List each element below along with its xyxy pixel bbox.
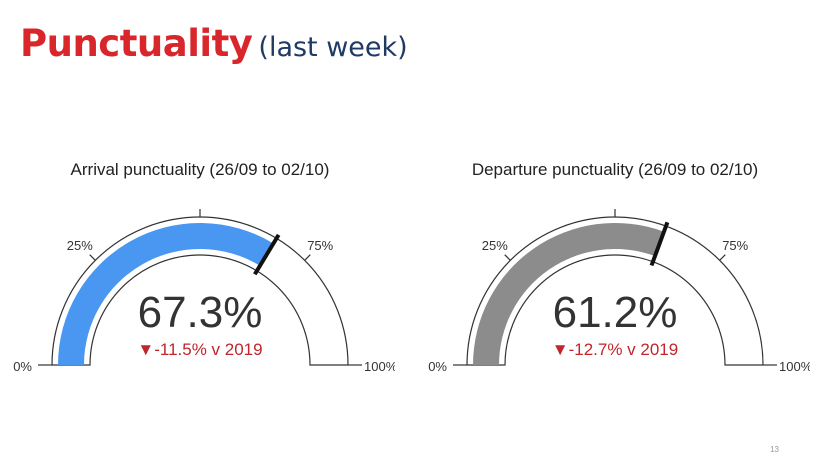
tick-label-25: 25% — [482, 238, 508, 253]
arrival-gauge: Arrival punctuality (26/09 to 02/10) 0% 2… — [5, 160, 395, 385]
tick-mark-75 — [304, 254, 311, 261]
tick-mark-75 — [719, 254, 726, 261]
tick-label-0: 0% — [13, 359, 32, 374]
slide-title-main: Punctuality — [20, 22, 253, 65]
tick-mark-25 — [89, 254, 96, 261]
gauge-value-band — [58, 223, 274, 365]
tick-label-25: 25% — [67, 238, 93, 253]
tick-label-100: 100% — [779, 359, 810, 374]
departure-delta: ▼-12.7% v 2019 — [551, 340, 679, 359]
departure-gauge-title: Departure punctuality (26/09 to 02/10) — [471, 160, 759, 179]
slide-title: Punctuality (last week) — [20, 22, 408, 65]
departure-value: 61.2% — [552, 288, 678, 337]
gauge-value-band — [473, 222, 664, 365]
departure-gauge: Departure punctuality (26/09 to 02/10) 0… — [420, 160, 810, 385]
arrival-gauge-svg: 0% 25% 75% 100% — [13, 209, 395, 374]
tick-label-0: 0% — [428, 359, 447, 374]
tick-label-100: 100% — [364, 359, 395, 374]
arrival-delta: ▼-11.5% v 2019 — [137, 340, 263, 359]
arrival-value: 67.3% — [137, 288, 263, 337]
gauge-needle — [649, 221, 670, 267]
gauge-needle — [253, 233, 281, 276]
tick-label-75: 75% — [722, 238, 748, 253]
tick-mark-25 — [504, 254, 511, 261]
slide-title-sub: (last week) — [258, 32, 408, 63]
arrival-gauge-title: Arrival punctuality (26/09 to 02/10) — [70, 160, 330, 179]
page-number: 13 — [770, 445, 779, 454]
tick-label-75: 75% — [307, 238, 333, 253]
departure-gauge-svg: 0% 25% 75% 100% — [428, 209, 810, 374]
